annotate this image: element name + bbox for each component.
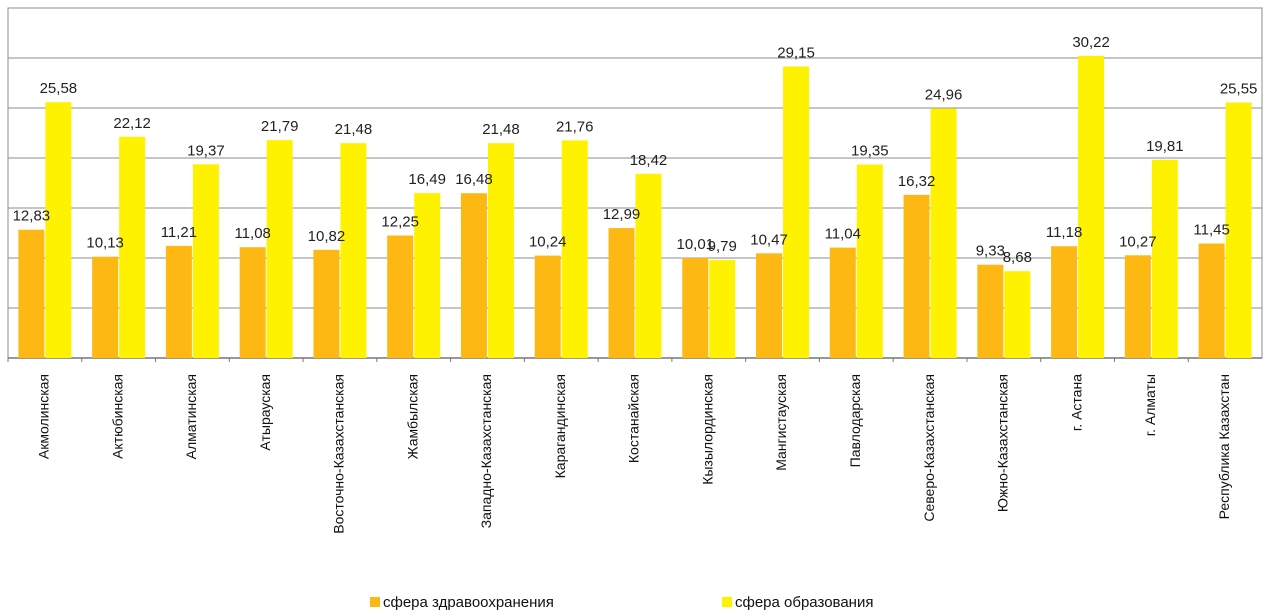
data-label: 21,48 — [482, 121, 520, 138]
data-label: 10,24 — [529, 234, 567, 251]
bar-health — [165, 245, 192, 358]
bar-health — [682, 257, 709, 358]
bar-education — [340, 143, 367, 358]
legend-swatch — [722, 597, 732, 607]
legend-label: сфера образования — [735, 594, 873, 611]
data-label: 21,79 — [261, 118, 299, 135]
data-label: 12,99 — [603, 206, 641, 223]
legend-label: сфера здравоохранения — [383, 594, 554, 611]
bar-health — [460, 193, 487, 358]
category-label: Западно-Казахстанская — [478, 374, 494, 528]
bar-health — [313, 249, 340, 358]
data-label: 19,37 — [187, 142, 225, 159]
bar-education — [266, 140, 293, 358]
category-label: Мангистауская — [773, 374, 789, 471]
bar-education — [561, 140, 588, 358]
bars — [18, 55, 1252, 359]
bar-health — [387, 235, 414, 358]
data-label: 11,08 — [234, 225, 270, 242]
bar-education — [1078, 55, 1105, 359]
bar-health — [608, 228, 635, 358]
bar-education — [414, 193, 441, 358]
data-label: 10,47 — [750, 231, 788, 248]
bar-health — [1198, 243, 1225, 358]
data-label: 18,42 — [630, 152, 668, 169]
data-label: 9,33 — [976, 243, 1005, 260]
data-label: 29,15 — [777, 45, 815, 62]
bar-education — [635, 173, 662, 358]
bar-health — [92, 256, 119, 358]
data-label: 21,76 — [556, 118, 594, 135]
data-label: 22,12 — [113, 115, 151, 132]
data-label: 19,81 — [1146, 138, 1184, 155]
data-label: 21,48 — [335, 121, 373, 138]
bar-health — [1051, 246, 1078, 358]
data-label: 16,32 — [898, 173, 936, 190]
legend-swatch — [370, 597, 380, 607]
bar-education — [119, 136, 146, 358]
data-label: 25,58 — [40, 80, 78, 97]
category-label: Восточно-Казахстанская — [331, 374, 347, 534]
data-label: 11,18 — [1046, 224, 1082, 241]
bar-health — [829, 247, 856, 358]
category-label: Северо-Казахстанская — [921, 374, 937, 522]
bar-education — [45, 102, 72, 358]
data-labels: 12,83 25,58 10,13 22,12 11,21 19,37 11,08 21,79… — [13, 34, 1258, 266]
data-label: 10,27 — [1119, 233, 1157, 250]
data-label: 30,22 — [1072, 34, 1110, 51]
bar-health — [239, 247, 266, 358]
bar-education — [783, 66, 810, 358]
bar-education — [1151, 159, 1178, 358]
category-label: г. Астана — [1068, 374, 1084, 431]
data-label: 11,21 — [161, 224, 197, 241]
category-label: Акмолинская — [36, 374, 52, 459]
data-label: 10,13 — [86, 235, 124, 252]
data-label: 10,01 — [676, 236, 714, 253]
bar-health — [18, 229, 45, 358]
bar-health — [977, 264, 1004, 358]
category-label: Алматинская — [183, 374, 199, 459]
data-label: 11,45 — [1193, 222, 1229, 239]
data-label: 12,83 — [13, 208, 51, 225]
data-label: 16,48 — [455, 171, 493, 188]
data-label: 12,25 — [381, 214, 419, 231]
data-label: 16,49 — [408, 171, 446, 188]
bar-health — [534, 255, 561, 358]
legend: сфера здравоохранения сфера образования — [370, 594, 873, 611]
bar-education — [1004, 271, 1031, 358]
category-label: Республика Казахстан — [1216, 374, 1232, 519]
category-label: Кызылординская — [699, 374, 715, 485]
data-label: 8,68 — [1003, 249, 1032, 266]
bar-health — [756, 253, 783, 358]
bar-education — [1225, 102, 1252, 358]
category-labels: Акмолинская Актюбинская Алматинская Атыраус… — [36, 374, 1232, 534]
bar-health — [903, 194, 930, 358]
bar-education — [856, 164, 883, 358]
bar-health — [1124, 255, 1151, 358]
category-label: Жамбылская — [404, 374, 420, 459]
category-label: г. Алматы — [1142, 374, 1158, 436]
category-label: Павлодарская — [847, 374, 863, 467]
data-label: 11,04 — [825, 226, 861, 243]
data-label: 24,96 — [925, 86, 963, 103]
category-label: Атырауская — [257, 374, 273, 451]
category-label: Карагандинская — [552, 374, 568, 478]
category-label: Костанайская — [626, 374, 642, 463]
bar-education — [930, 108, 957, 359]
bar-education — [192, 164, 219, 358]
bar-education — [709, 260, 736, 358]
data-label: 19,35 — [851, 143, 889, 160]
data-label: 25,55 — [1220, 81, 1258, 98]
category-label: Южно-Казахстанская — [995, 374, 1011, 512]
data-label: 9,79 — [708, 238, 737, 255]
bar-education — [487, 143, 514, 358]
category-label: Актюбинская — [109, 374, 125, 459]
data-label: 10,82 — [308, 228, 346, 245]
